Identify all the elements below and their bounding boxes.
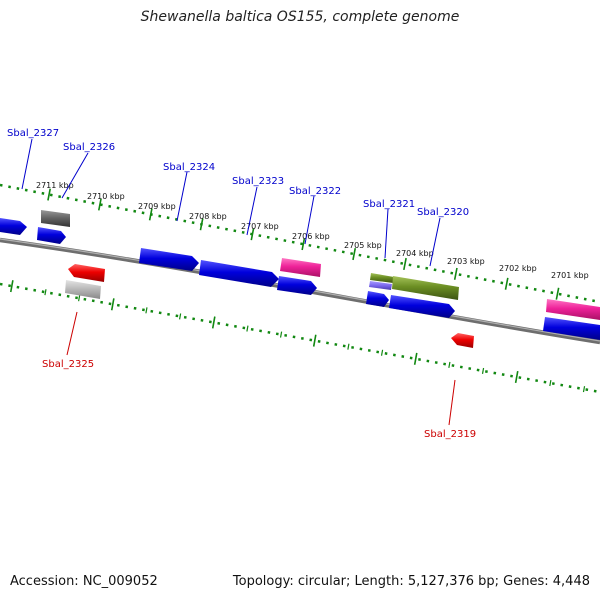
minor-tick: [78, 295, 81, 302]
rna-feature-sbal2322[interactable]: [280, 258, 321, 277]
gene-label-sbal2324[interactable]: Sbal_2324: [163, 162, 215, 173]
leader-line-sbal2319: [448, 379, 456, 426]
kbp-label: 2708 kbp: [189, 212, 227, 221]
outer-tick-group: [47, 188, 560, 300]
forward-features: [0, 210, 600, 340]
kbp-label: 2706 kbp: [292, 232, 330, 241]
minor-tick: [448, 361, 451, 368]
major-tick: [9, 280, 14, 293]
major-tick: [453, 267, 458, 280]
accession-text: Accession: NC_009052: [10, 574, 158, 589]
gene-feature-sbal2320[interactable]: [389, 295, 455, 318]
gene-label-sbal2323[interactable]: Sbal_2323: [232, 176, 284, 187]
minor-tick: [481, 367, 485, 375]
major-tick: [555, 287, 560, 300]
major-tick: [312, 334, 317, 347]
kbp-label: 2710 kbp: [87, 192, 125, 201]
feature-sbal2321-violet[interactable]: [369, 281, 392, 290]
pseudogene-feature-sbal2326-dark[interactable]: [41, 210, 70, 227]
minor-tick: [178, 313, 182, 320]
major-tick: [301, 238, 306, 251]
gene-label-sbal2326[interactable]: Sbal_2326: [63, 142, 115, 153]
major-tick: [199, 218, 204, 231]
leader-line-sbal2323: [246, 186, 258, 236]
major-tick: [250, 228, 255, 241]
leader-line-sbal2320: [429, 217, 441, 267]
rna-feature-right-edge[interactable]: [546, 299, 600, 320]
gene-label-sbal2327[interactable]: Sbal_2327: [7, 128, 59, 139]
leader-line-sbal2327: [21, 138, 33, 190]
major-tick: [352, 248, 357, 261]
minor-tick: [44, 289, 47, 296]
gene-feature-right-edge[interactable]: [543, 317, 600, 340]
minor-tick: [145, 307, 148, 314]
kbp-label: 2709 kbp: [138, 202, 176, 211]
minor-tick: [246, 325, 249, 332]
major-tick: [413, 352, 418, 365]
gene-feature-left-edge[interactable]: [0, 218, 27, 235]
gene-feature-sbal2324[interactable]: [139, 248, 199, 271]
inner-tick-group: [9, 280, 586, 393]
kbp-label: 2711 kbp: [36, 181, 74, 190]
kbp-label: 2707 kbp: [241, 222, 279, 231]
feature-sbal2321-olive-small[interactable]: [370, 273, 394, 283]
major-tick: [504, 277, 509, 290]
kbp-label: 2704 kbp: [396, 249, 434, 258]
gene-label-sbal2320[interactable]: Sbal_2320: [417, 207, 469, 218]
gene-label-sbal2325[interactable]: Sbal_2325: [42, 359, 94, 370]
leader-line-sbal2325: [66, 311, 78, 356]
major-tick: [110, 298, 115, 311]
gene-feature-sbal2325[interactable]: [68, 264, 105, 282]
leader-line-sbal2324: [176, 171, 188, 222]
pseudogene-feature-sbal2325-light[interactable]: [65, 280, 101, 299]
gene-label-sbal2322[interactable]: Sbal_2322: [289, 186, 341, 197]
kbp-label: 2705 kbp: [344, 241, 382, 250]
minor-tick: [279, 331, 283, 338]
leader-line-sbal2326: [61, 152, 89, 199]
genome-summary-text: Topology: circular; Length: 5,127,376 bp…: [232, 574, 590, 589]
major-tick: [403, 257, 407, 271]
feature-sbal2320-olive[interactable]: [392, 276, 459, 300]
major-tick: [514, 370, 519, 384]
genome-title: Shewanella baltica OS155, complete genom…: [140, 9, 460, 25]
kbp-label: 2702 kbp: [499, 264, 537, 273]
kbp-label: 2701 kbp: [551, 271, 589, 280]
gene-feature-sbal2326[interactable]: [37, 227, 66, 244]
kbp-label: 2703 kbp: [447, 257, 485, 266]
major-tick: [47, 188, 52, 201]
gene-feature-sbal2321[interactable]: [366, 291, 389, 307]
minor-tick: [582, 386, 586, 393]
gene-feature-sbal2319[interactable]: [451, 333, 474, 348]
inner-scale-rail: [0, 282, 600, 394]
reverse-features: [65, 264, 474, 348]
leader-line-sbal2322: [304, 195, 315, 245]
gene-label-sbal2321[interactable]: Sbal_2321: [363, 199, 415, 210]
major-tick: [97, 198, 102, 211]
gene-feature-sbal2322[interactable]: [277, 276, 317, 295]
gene-label-sbal2319[interactable]: Sbal_2319: [424, 429, 476, 440]
minor-tick: [380, 349, 384, 356]
gene-feature-sbal2323[interactable]: [199, 260, 279, 287]
minor-tick: [347, 343, 350, 350]
major-tick: [148, 208, 153, 221]
leader-line-sbal2321: [384, 208, 389, 259]
minor-tick: [549, 380, 552, 387]
major-tick: [211, 316, 216, 329]
